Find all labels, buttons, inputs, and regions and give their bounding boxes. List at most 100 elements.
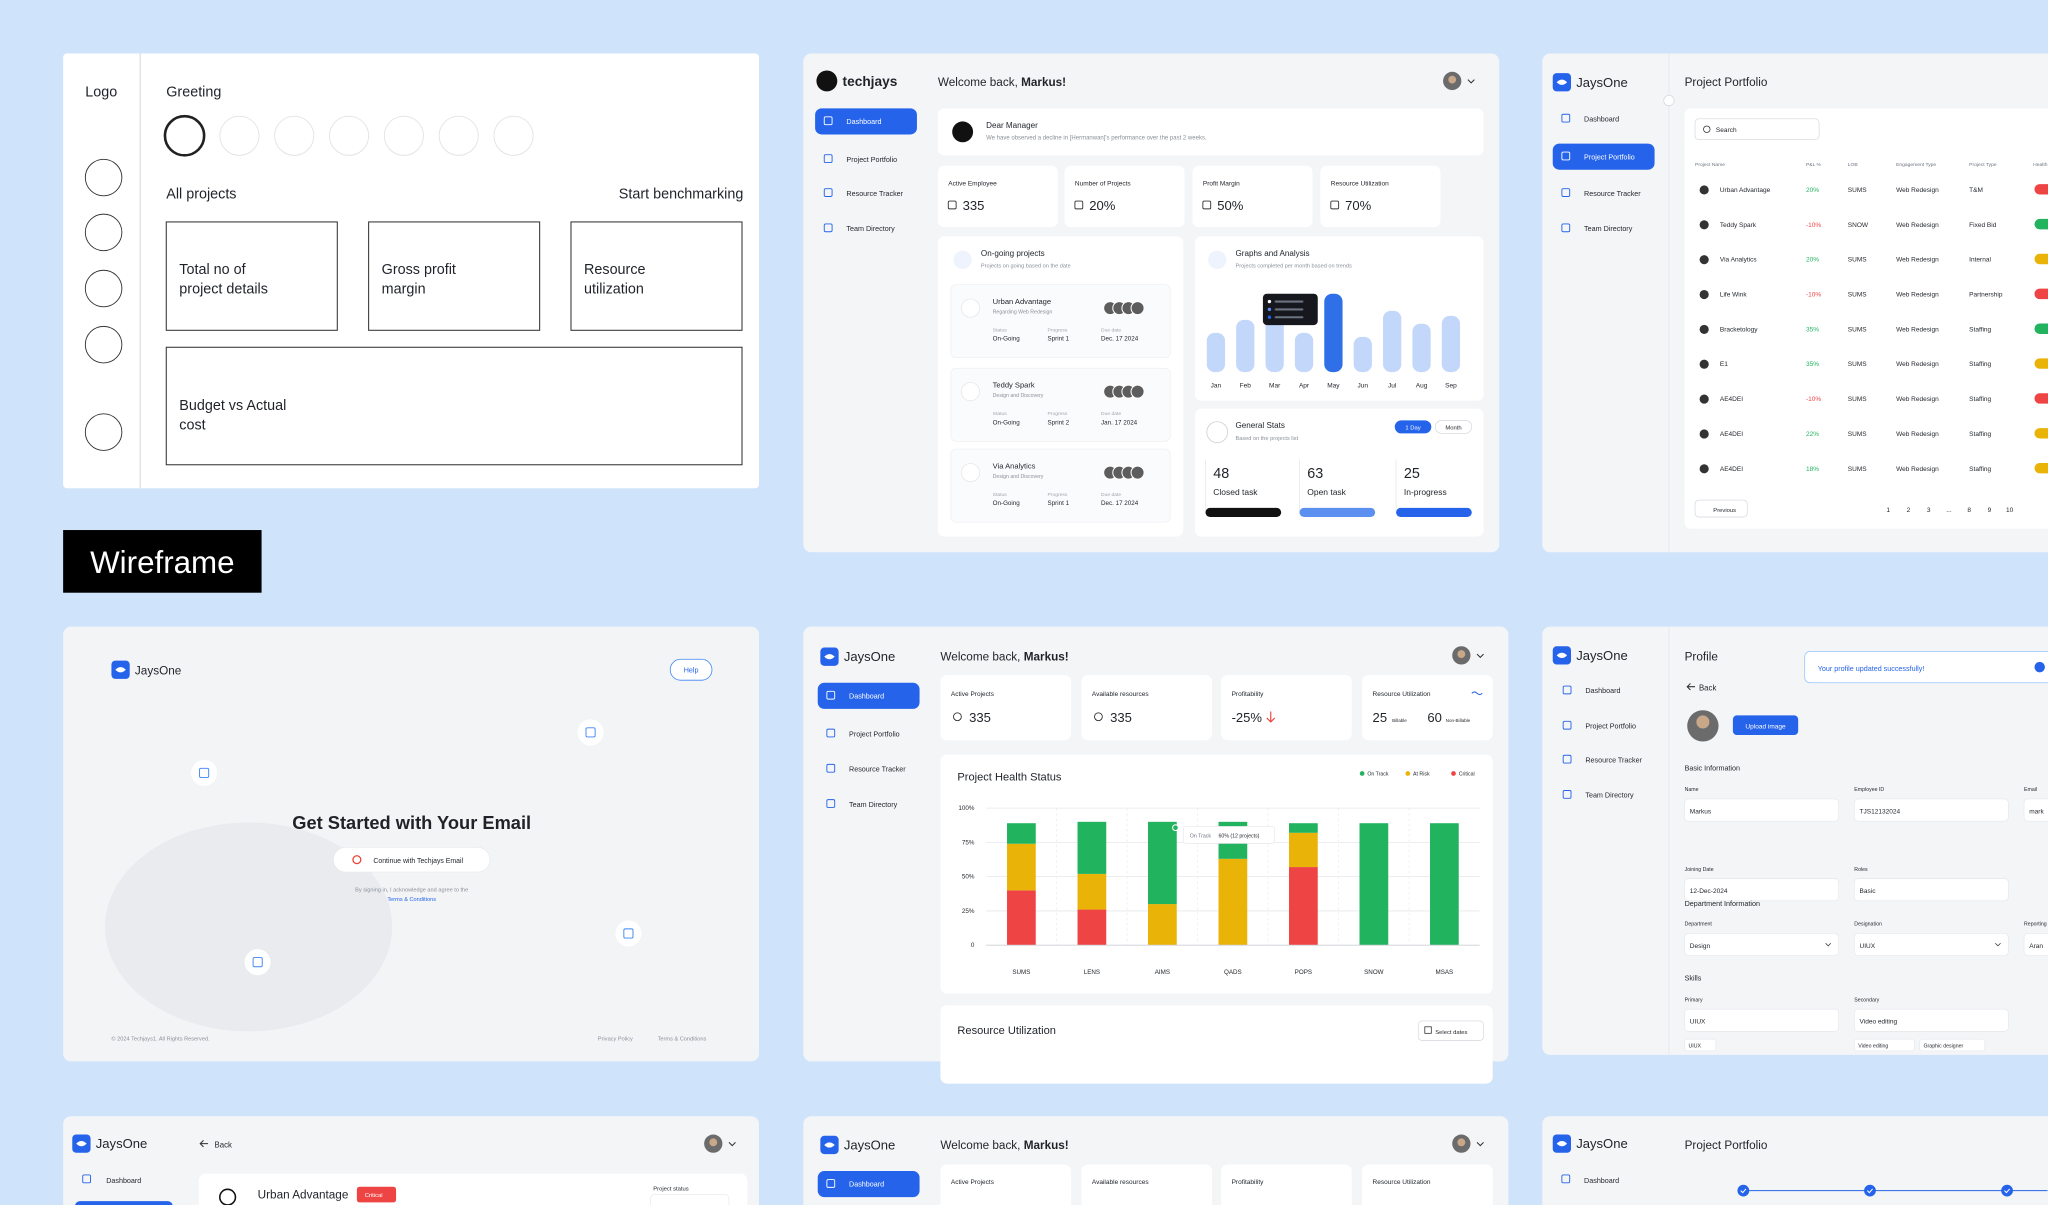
nav-item[interactable]: Resource Tracker xyxy=(1585,756,1642,764)
project-card[interactable] xyxy=(950,284,1171,359)
nav-item[interactable]: Resource Tracker xyxy=(849,766,906,774)
tab[interactable]: Month xyxy=(1445,426,1461,432)
wireframe-card-text: Gross profit xyxy=(382,262,456,278)
project-icon xyxy=(960,463,981,483)
tab[interactable]: 1 Day xyxy=(1405,426,1420,432)
page-number[interactable]: 2 xyxy=(1907,507,1911,514)
field-input[interactable] xyxy=(1853,798,2009,822)
terms-link[interactable]: Terms & Conditions xyxy=(658,1037,707,1043)
search-box[interactable] xyxy=(1694,118,1820,141)
stat-card xyxy=(1320,165,1441,228)
general-subtitle: Based on the projects list xyxy=(1235,436,1298,442)
nav-item[interactable]: Project Portfolio xyxy=(1585,722,1636,730)
previous-button[interactable] xyxy=(1694,499,1748,518)
help-button[interactable] xyxy=(669,658,713,681)
nav-active[interactable] xyxy=(1552,143,1655,170)
page-number[interactable]: 9 xyxy=(1988,507,1992,514)
nav-item[interactable]: Dashboard xyxy=(1584,115,1619,123)
field-value[interactable]: UIUX xyxy=(1690,1019,1706,1026)
nav-item[interactable]: Project Portfolio xyxy=(1584,153,1635,161)
field-input[interactable] xyxy=(2023,798,2048,822)
brand-logo-eye xyxy=(1556,79,1568,85)
wireframe-avatar-circle xyxy=(219,115,260,156)
cell-lob: SUMS xyxy=(1848,396,1867,403)
google-button[interactable] xyxy=(333,846,491,873)
field-input[interactable] xyxy=(1853,1008,2009,1032)
wireframe-avatar-circle xyxy=(274,115,315,156)
tab-active[interactable] xyxy=(1394,420,1432,434)
nav-item[interactable]: Dashboard xyxy=(1584,1177,1619,1185)
brand-name: JaysOne xyxy=(96,1136,147,1151)
project-field-label: Progress xyxy=(1047,492,1067,498)
nav-item[interactable]: Resource Tracker xyxy=(1584,190,1641,198)
nav-active[interactable] xyxy=(817,1171,920,1198)
portfolio-table xyxy=(1684,108,2048,529)
select-dates-button[interactable] xyxy=(1417,1020,1484,1041)
profile-title: Profile xyxy=(1685,651,1718,664)
avatar-face xyxy=(1448,75,1457,84)
nav-item[interactable]: Team Directory xyxy=(849,801,898,809)
field-value[interactable]: mark xyxy=(2029,808,2044,815)
avatar-face xyxy=(1457,650,1466,658)
back-arrow xyxy=(1686,683,1696,691)
upload-label[interactable]: Upload image xyxy=(1745,723,1786,730)
field-value[interactable]: TJS12132024 xyxy=(1860,808,1901,815)
page-number[interactable]: 10 xyxy=(2006,507,2014,514)
page-number[interactable]: 3 xyxy=(1927,507,1931,514)
back-link[interactable]: Back xyxy=(215,1141,232,1150)
field-input[interactable] xyxy=(1853,878,2009,902)
field-input[interactable] xyxy=(1684,878,1839,902)
field-input[interactable] xyxy=(1684,1008,1839,1032)
field-value[interactable]: 12-Dec-2024 xyxy=(1690,888,1728,895)
help-label[interactable]: Help xyxy=(684,666,699,674)
field-value[interactable]: Design xyxy=(1690,943,1711,950)
field-input[interactable] xyxy=(1684,933,1839,956)
nav-item[interactable]: Dashboard xyxy=(849,692,884,700)
nav-item[interactable]: Team Directory xyxy=(1585,792,1634,800)
nav-active[interactable] xyxy=(817,682,920,709)
google-label[interactable]: Continue with Techjays Email xyxy=(373,858,463,865)
section-title: Department Information xyxy=(1685,900,1760,908)
nav-item[interactable]: Dashboard xyxy=(106,1177,141,1185)
select-dates-label[interactable]: Select dates xyxy=(1435,1030,1467,1036)
field-input[interactable] xyxy=(1853,933,2009,956)
privacy-link[interactable]: Privacy Policy xyxy=(598,1037,633,1043)
cell-engagement: Web Redesign xyxy=(1896,466,1939,473)
project-card[interactable] xyxy=(950,367,1171,442)
upload-button[interactable] xyxy=(1732,715,1799,736)
field-value[interactable]: Video editing xyxy=(1860,1019,1898,1026)
collapse-button[interactable] xyxy=(1663,94,1675,107)
field-input[interactable] xyxy=(1684,798,1839,822)
wireframe-avatar-circle xyxy=(329,115,370,156)
nav-active[interactable] xyxy=(815,108,917,135)
back-link[interactable]: Back xyxy=(1699,684,1716,693)
cell-engagement: Web Redesign xyxy=(1896,257,1939,264)
tab-inactive[interactable] xyxy=(1434,420,1473,434)
signin-terms-link[interactable]: Terms & Conditions xyxy=(387,897,436,903)
stat-icon xyxy=(1074,200,1084,210)
project-card[interactable] xyxy=(950,448,1171,523)
field-value[interactable]: Aran xyxy=(2029,943,2043,950)
stat-card xyxy=(1221,1164,1352,1205)
page-number[interactable]: ... xyxy=(1946,507,1952,514)
brand-name: JaysOne xyxy=(1576,75,1628,90)
field-value[interactable]: Markus xyxy=(1690,808,1712,815)
row-icon xyxy=(1699,289,1709,300)
nav-item[interactable]: Resource Tracker xyxy=(846,190,903,198)
field-value[interactable]: UIUX xyxy=(1860,943,1876,950)
nav-item[interactable]: Project Portfolio xyxy=(846,156,897,164)
month-label: Jun xyxy=(1358,383,1369,390)
nav-item[interactable]: Project Portfolio xyxy=(849,730,900,738)
previous-label[interactable]: Previous xyxy=(1713,508,1736,514)
nav-item[interactable]: Team Directory xyxy=(1584,225,1633,233)
field-input[interactable] xyxy=(2023,933,2048,956)
nav-item[interactable]: Team Directory xyxy=(846,225,895,233)
field-value[interactable]: Basic xyxy=(1860,888,1877,895)
page-number[interactable]: 8 xyxy=(1967,507,1971,514)
health-segment xyxy=(1289,867,1318,946)
page-number[interactable]: 1 xyxy=(1886,507,1890,514)
nav-item[interactable]: Dashboard xyxy=(849,1181,884,1189)
nav-item[interactable]: Dashboard xyxy=(1585,687,1620,695)
nav-item[interactable]: Dashboard xyxy=(846,118,881,126)
utilization-value: 25 xyxy=(1373,710,1388,725)
